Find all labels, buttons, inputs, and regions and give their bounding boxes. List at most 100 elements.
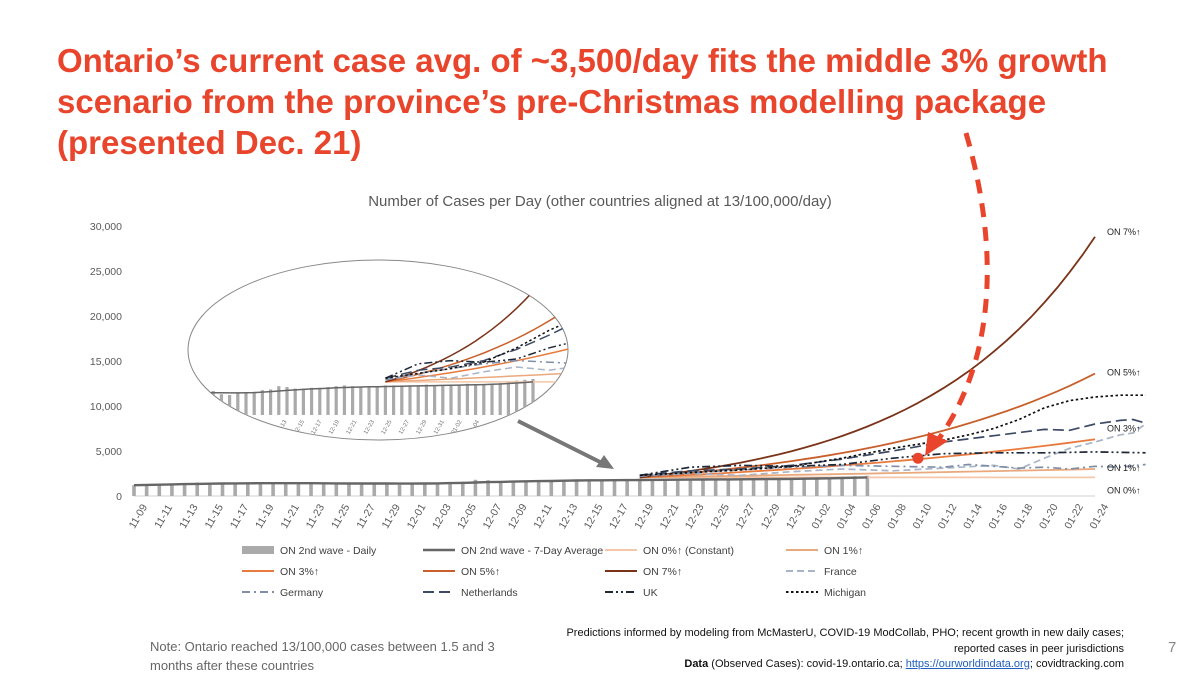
zoom-bar <box>244 392 248 415</box>
daily-bar <box>410 483 414 496</box>
x-tick-label: 12-15 <box>582 502 606 531</box>
source-link[interactable]: https://ourworldindata.org <box>905 658 1030 670</box>
legend-label: ON 7%↑ <box>643 566 682 578</box>
x-tick-label: 11-29 <box>380 502 404 531</box>
daily-bar <box>562 479 566 496</box>
series-line-france <box>639 423 1147 478</box>
daily-bar <box>182 483 187 496</box>
daily-bar <box>258 482 263 496</box>
highlight-marker <box>912 452 924 464</box>
x-tick-label: 12-27 <box>733 502 757 531</box>
zoom-bar <box>441 385 445 415</box>
x-tick-label: 01-04 <box>835 502 859 531</box>
zoom-bar <box>416 385 420 415</box>
daily-bar <box>625 479 629 496</box>
y-tick-label: 25,000 <box>90 266 122 278</box>
legend-label: Germany <box>280 587 324 599</box>
x-tick-label: 01-14 <box>961 502 985 531</box>
highlight-arrow-head <box>925 432 948 456</box>
zoom-bar <box>351 386 355 415</box>
zoom-bar <box>400 385 404 415</box>
source-tail: ; covidtracking.com <box>1029 658 1124 670</box>
daily-bar <box>359 483 364 496</box>
series-line-on-5--zoom <box>385 260 568 383</box>
daily-bar <box>132 485 136 496</box>
zoom-bar <box>269 389 273 415</box>
daily-bar <box>852 476 857 496</box>
zoom-bar <box>490 384 494 415</box>
zoom-bar <box>506 381 510 415</box>
daily-bar <box>246 482 250 496</box>
y-tick-label: 0 <box>116 491 122 503</box>
y-tick-label: 20,000 <box>90 311 122 323</box>
x-tick-label: 12-29 <box>759 502 783 531</box>
zoom-bar <box>498 383 502 415</box>
x-tick-label: 11-19 <box>253 502 277 531</box>
series-line-uk-zoom <box>385 335 568 379</box>
x-tick-label: 12-01 <box>405 502 429 531</box>
legend-item: Netherlands <box>423 587 518 599</box>
daily-bar <box>574 479 579 496</box>
zoom-bar <box>482 384 486 415</box>
zoom-inset: 12-13 12-15 12-17 12-19 12-21 12-23 12-25 12-27… <box>187 259 569 441</box>
legend-swatch <box>242 546 274 554</box>
daily-bar <box>220 482 225 496</box>
y-tick-label: 15,000 <box>90 356 122 368</box>
x-tick-label: 12-03 <box>430 502 454 531</box>
daily-bar <box>473 479 478 496</box>
x-tick-label: 12-25 <box>708 502 732 531</box>
daily-bar <box>334 483 339 496</box>
daily-bar <box>701 478 705 496</box>
zoom-bar <box>457 384 461 415</box>
scenario-end-label: ON 0%↑ <box>1107 485 1141 495</box>
x-tick-label: 11-17 <box>228 502 252 531</box>
daily-bar <box>385 484 389 496</box>
daily-bar <box>524 480 528 496</box>
legend-item: Germany <box>242 587 324 599</box>
daily-bar <box>170 483 174 496</box>
x-tick-label: 01-24 <box>1087 502 1111 531</box>
zoom-bar <box>342 385 346 415</box>
zoom-bar <box>465 383 469 415</box>
zoom-bar <box>383 385 387 415</box>
daily-bar <box>777 479 781 496</box>
x-tick-label: 01-12 <box>936 502 960 531</box>
zoom-bar <box>359 387 363 415</box>
x-tick-label: 01-08 <box>885 502 909 531</box>
daily-bar <box>549 480 554 496</box>
series-line-on-2nd-wave-7-day-average-zoom <box>188 381 534 397</box>
series-line-netherlands-zoom <box>385 278 568 379</box>
zoom-pointer-head <box>596 455 614 469</box>
legend-label: ON 5%↑ <box>461 566 500 578</box>
zoom-bar <box>301 388 305 415</box>
daily-bar <box>498 481 503 496</box>
series-line-on-1- <box>639 468 1096 479</box>
daily-bar <box>587 479 592 496</box>
legend-item: ON 3%↑ <box>242 566 319 578</box>
zoom-bar <box>523 379 527 415</box>
headline: Ontario’s current case avg. of ~3,500/da… <box>57 42 1108 161</box>
zoom-ellipse <box>187 259 569 441</box>
legend-label: ON 0%↑ (Constant) <box>643 545 734 557</box>
series-line-michigan <box>639 394 1146 477</box>
daily-bar <box>650 479 655 496</box>
scenario-end-label: ON 5%↑ <box>1107 368 1141 378</box>
x-tick-label: 11-09 <box>127 502 151 531</box>
series-line-on-1--zoom <box>385 366 568 383</box>
legend-item: ON 0%↑ (Constant) <box>605 545 734 557</box>
daily-bar <box>688 479 693 496</box>
y-tick-label: 5,000 <box>96 446 122 458</box>
zoom-bar <box>277 386 281 415</box>
series-line-germany <box>639 463 1146 478</box>
daily-bar <box>663 479 667 496</box>
legend-label: ON 1%↑ <box>824 545 863 557</box>
x-tick-label: 12-11 <box>531 502 555 531</box>
zoom-bar <box>515 380 519 415</box>
daily-bar <box>865 475 870 496</box>
y-axis: 0 5,000 10,000 15,000 20,000 25,000 30,000 <box>90 221 122 503</box>
zoom-bar <box>449 384 453 415</box>
legend-label: ON 2nd wave - 7-Day Average <box>461 545 603 557</box>
daily-bar <box>675 479 680 496</box>
x-tick-label: 12-17 <box>607 502 631 531</box>
legend-item: ON 5%↑ <box>423 566 500 578</box>
